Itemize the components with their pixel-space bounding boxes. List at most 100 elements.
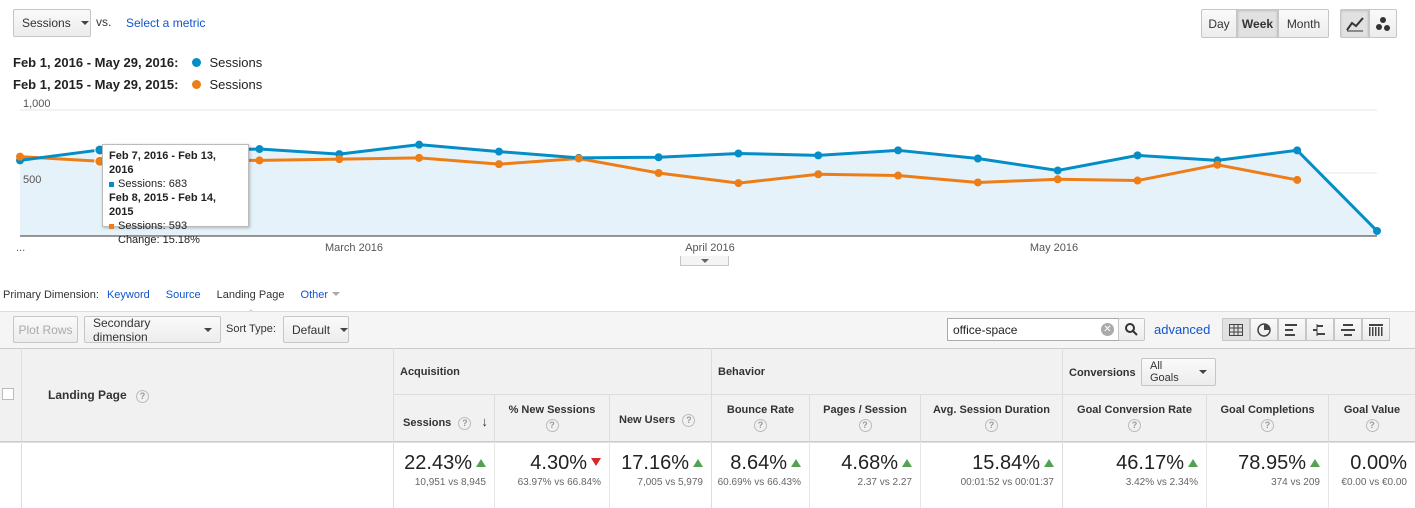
help-icon[interactable]: ? [682,414,696,427]
chevron-down-icon [332,292,341,296]
cell-change-percent: 15.84% [972,452,1040,474]
view-table-button[interactable] [1222,318,1250,341]
sessions-chart[interactable]: 1,000 500... March 2016 April 2016 May 2016 [0,95,1415,260]
arrow-up-icon [1044,459,1054,467]
help-icon[interactable]: ? [136,390,150,403]
dimension-source[interactable]: Source [165,289,201,301]
granularity-week[interactable]: Week [1237,9,1278,38]
tooltip-change: Change: 15.18% [118,234,200,246]
data-point [415,140,424,149]
help-icon[interactable]: ? [985,419,998,432]
landing-page-header[interactable]: Landing Page ? [48,388,150,403]
arrow-up-icon [1310,459,1320,467]
cell-comparison: 7,005 vs 5,979 [637,477,703,488]
legend-previous-metric: Sessions [209,77,263,92]
chart-collapse-handle[interactable] [680,256,729,266]
column-header[interactable]: Goal Completions? [1206,395,1328,442]
dimension-landing-page[interactable]: Landing Page [216,289,285,301]
search-input[interactable] [948,319,1098,340]
metric-dropdown[interactable]: Sessions [13,9,91,37]
column-header[interactable]: Goal Value? [1328,395,1415,442]
column-header[interactable]: % New Sessions? [494,395,609,442]
data-point [1053,175,1062,184]
dimension-other[interactable]: Other [301,289,341,301]
group-divider [711,348,712,508]
view-term-cloud-button[interactable] [1334,318,1362,341]
view-comparison-button[interactable] [1306,318,1334,341]
data-point [574,154,583,163]
primary-dimension-bar: Primary Dimension: Keyword Source Landin… [3,289,341,301]
column-header[interactable]: Goal Conversion Rate? [1063,395,1206,442]
view-pivot-button[interactable] [1362,318,1390,341]
column-header[interactable]: Avg. Session Duration? [920,395,1062,442]
legend-current-dot [192,58,202,67]
data-point [1133,151,1142,160]
primary-dimension-label: Primary Dimension: [3,289,99,301]
help-icon[interactable]: ? [458,417,472,430]
select-metric-link[interactable]: Select a metric [126,16,206,30]
advanced-filter-link[interactable]: advanced [1154,322,1211,337]
line-chart-button[interactable] [1340,9,1369,38]
help-icon[interactable]: ? [754,419,767,432]
cell-comparison: 63.97% vs 66.84% [517,477,601,488]
metric-dropdown-label: Sessions [22,16,71,30]
plot-rows-label: Plot Rows [18,322,73,337]
cell-comparison: 374 vs 209 [1271,477,1320,488]
data-point [1213,160,1222,169]
search-button[interactable] [1118,318,1145,341]
cell-comparison: 10,951 vs 8,945 [414,477,486,488]
bar-chart-icon [1285,323,1297,336]
x-axis-label: ... [16,242,25,254]
table-cell: 0.00% €0.00 vs €0.00 [1328,442,1415,508]
pie-chart-icon [1257,322,1271,337]
x-axis-label: March 2016 [325,242,383,254]
cell-change-percent: 4.68% [841,452,898,474]
table-cell: 4.68% 2.37 vs 2.27 [809,442,920,508]
data-point [814,170,823,179]
help-icon[interactable]: ? [1365,419,1379,432]
conversions-group-header: Conversions [1069,367,1136,379]
search-box[interactable]: ✕ [947,318,1119,341]
table-cell: 15.84% 00:01:52 vs 00:01:37 [920,442,1062,508]
sort-arrow-icon[interactable]: ↓ [481,414,488,429]
chevron-down-icon [700,258,709,263]
tooltip-previous-range: Feb 8, 2015 - Feb 14, 2015 [109,192,216,218]
table-cell: 22.43% 10,951 vs 8,945 [394,442,494,508]
cell-change-percent: 8.64% [730,452,787,474]
landing-page-header-label: Landing Page [48,388,127,402]
column-header[interactable]: Bounce Rate? [712,395,809,442]
view-bar-button[interactable] [1278,318,1306,341]
sort-type-dropdown[interactable]: Default [283,316,349,343]
cell-comparison: €0.00 vs €0.00 [1341,477,1407,488]
help-icon[interactable]: ? [1128,419,1141,432]
tooltip-previous-value: Sessions: 593 [109,219,242,233]
column-header[interactable]: New Users ? [609,395,711,442]
cell-change-percent: 4.30% [530,452,587,474]
tooltip-current-text: Sessions: 683 [118,178,188,190]
arrow-up-icon [693,459,703,467]
select-all-checkbox[interactable] [2,388,14,400]
area-series-current [20,144,1377,236]
help-icon[interactable]: ? [545,419,559,432]
granularity-month[interactable]: Month [1278,9,1329,38]
data-point [654,153,663,162]
help-icon[interactable]: ? [1261,419,1274,432]
dimension-keyword[interactable]: Keyword [106,289,150,301]
dimension-other-label: Other [300,289,329,301]
column-header[interactable]: Sessions ? ↓ [394,395,494,442]
plot-rows-button[interactable]: Plot Rows [13,316,78,343]
chevron-down-icon [80,21,89,25]
column-header-label: New Users [619,414,676,426]
tooltip-current-range: Feb 7, 2016 - Feb 13, 2016 [109,150,216,176]
goals-dropdown[interactable]: All Goals [1141,358,1216,386]
arrow-up-icon [791,459,801,467]
granularity-day[interactable]: Day [1201,9,1237,38]
column-header[interactable]: Pages / Session? [809,395,920,442]
help-icon[interactable]: ? [858,419,872,432]
motion-chart-button[interactable] [1369,9,1397,38]
legend-previous-dot [192,80,202,89]
secondary-dimension-dropdown[interactable]: Secondary dimension [84,316,221,344]
clear-search-icon[interactable]: ✕ [1101,323,1114,336]
view-pie-button[interactable] [1250,318,1278,341]
table-row [0,442,1415,508]
